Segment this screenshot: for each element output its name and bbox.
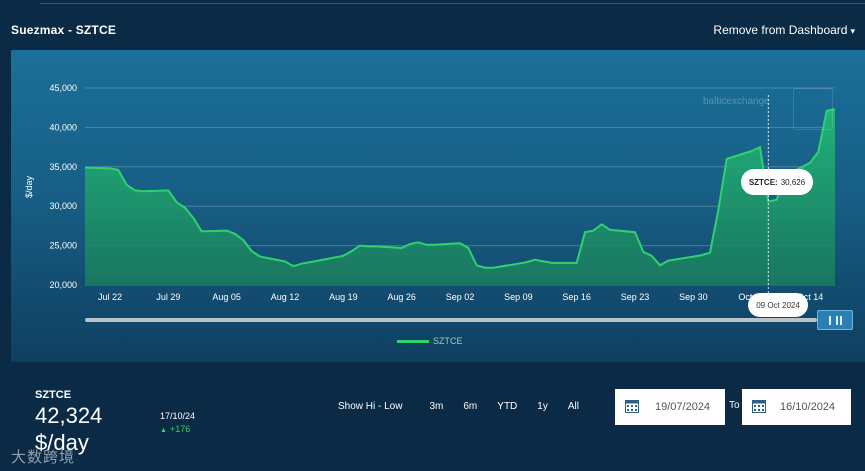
series-area-sztce [85,109,835,285]
range-button-1y[interactable]: 1y [537,401,548,412]
to-date-input[interactable]: 16/10/2024 [742,389,851,425]
summary-value: 42,324 [35,403,103,428]
widget-title: Suezmax - SZTCE [11,23,117,37]
range-button-6m[interactable]: 6m [463,401,478,412]
series-line-sztce [84,108,836,269]
summary-symbol: SZTCE [35,389,72,401]
y-tick-label: 30,000 [49,201,77,211]
navigator-scrollbar[interactable] [85,318,817,322]
top-divider [40,3,865,4]
remove-label: Remove from Dashboard [713,23,848,37]
x-tick-label: Sep 16 [562,292,591,302]
watermark-text: balticexchange [703,96,770,107]
baltic-exchange-logo [793,88,833,130]
x-tick-label: Jul 22 [98,292,122,302]
x-tick-label: Aug 26 [387,292,416,302]
x-tick-label: Sep 02 [446,292,475,302]
change-indicator: ▲ +176 [160,424,190,434]
price-chart[interactable]: 20,000 25,000 30,000 35,000 40,000 45,000 $/da… [0,0,865,362]
tooltip-value: 30,626 [780,177,806,187]
calendar-icon [752,400,766,413]
chart-tooltip: SZTCE: 30,626 [741,169,813,195]
range-button-hi-low[interactable]: Show Hi - Low [338,401,403,412]
y-axis-label: $/day [24,175,34,198]
y-tick-label: 25,000 [49,241,77,251]
tooltip-label: SZTCE: [748,177,778,187]
range-button-all[interactable]: All [567,401,579,412]
change-date: 17/10/24 [160,411,196,421]
legend-swatch [397,339,429,343]
y-tick-label: 45,000 [49,83,77,93]
y-tick-label: 40,000 [49,122,77,132]
change-value: +176 [169,424,191,434]
navigator-handle[interactable] [817,310,853,330]
x-tick-label: Aug 19 [329,292,358,302]
remove-from-dashboard-button[interactable]: Remove from Dashboard ▾ [713,23,855,37]
range-selector: Show Hi - Low 3m 6m YTD 1y All [338,401,579,412]
range-button-ytd[interactable]: YTD [497,401,518,412]
y-tick-label: 35,000 [49,162,77,172]
x-tick-label: Jul 29 [156,292,180,302]
range-button-3m[interactable]: 3m [429,401,444,412]
x-tick-label: Aug 05 [212,292,241,302]
legend-label: SZTCE [433,336,463,346]
to-label: To [729,400,740,411]
x-tick-label: Sep 23 [621,292,650,302]
x-tick-label: Oct 14 [797,292,824,302]
summary-panel [0,362,865,471]
calendar-icon [625,400,639,413]
x-tick-label: Aug 12 [271,292,300,302]
legend-item-sztce[interactable]: SZTCE [397,334,463,348]
x-tick-label: Sep 30 [679,292,708,302]
widget-header: Suezmax - SZTCE Remove from Dashboard ▾ [0,14,865,50]
from-date-value: 19/07/2024 [655,401,711,413]
from-date-input[interactable]: 19/07/2024 [615,389,725,425]
crosshair-date-label: 09 Oct 2024 [748,293,808,317]
y-tick-label: 20,000 [49,280,77,290]
triangle-up-icon: ▲ [160,427,167,434]
chevron-down-icon: ▾ [850,26,855,36]
summary-unit: $/day [35,430,89,455]
to-date-value: 16/10/2024 [780,401,836,413]
brand-watermark: 大数跨境 [11,449,76,466]
x-tick-label: Sep 09 [504,292,533,302]
